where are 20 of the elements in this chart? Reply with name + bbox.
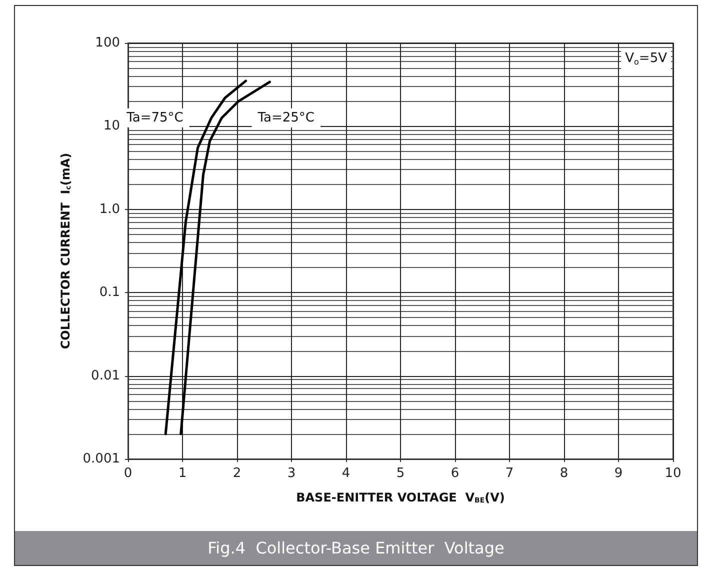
x-tick-label: 0 (124, 466, 132, 481)
x-tick-label: 8 (560, 466, 568, 481)
series-label: Ta=25°C (256, 110, 315, 126)
x-tick-label: 3 (287, 466, 296, 481)
y-tick-label: 0.001 (82, 452, 120, 466)
y-tick-label: 0.1 (99, 285, 120, 300)
x-tick-label: 7 (505, 466, 514, 481)
x-tick-label: 4 (342, 466, 350, 481)
x-tick-label: 6 (450, 466, 460, 481)
x-tick-label: 9 (614, 466, 623, 481)
x-tick-label: 2 (232, 466, 242, 481)
x-tick-label: 5 (396, 466, 405, 481)
y-tick-label: 10 (103, 118, 120, 134)
series-label: Ta=75°C (126, 110, 184, 126)
y-tick-label: 100 (95, 36, 120, 50)
text: Fig.4 Collector-Base Emitter Voltage (208, 538, 504, 558)
y-tick-label: 1.0 (99, 202, 120, 217)
x-tick-label: 1 (178, 466, 187, 481)
y-tick-label: 0.01 (91, 368, 120, 384)
x-tick-label: 10 (664, 466, 682, 481)
